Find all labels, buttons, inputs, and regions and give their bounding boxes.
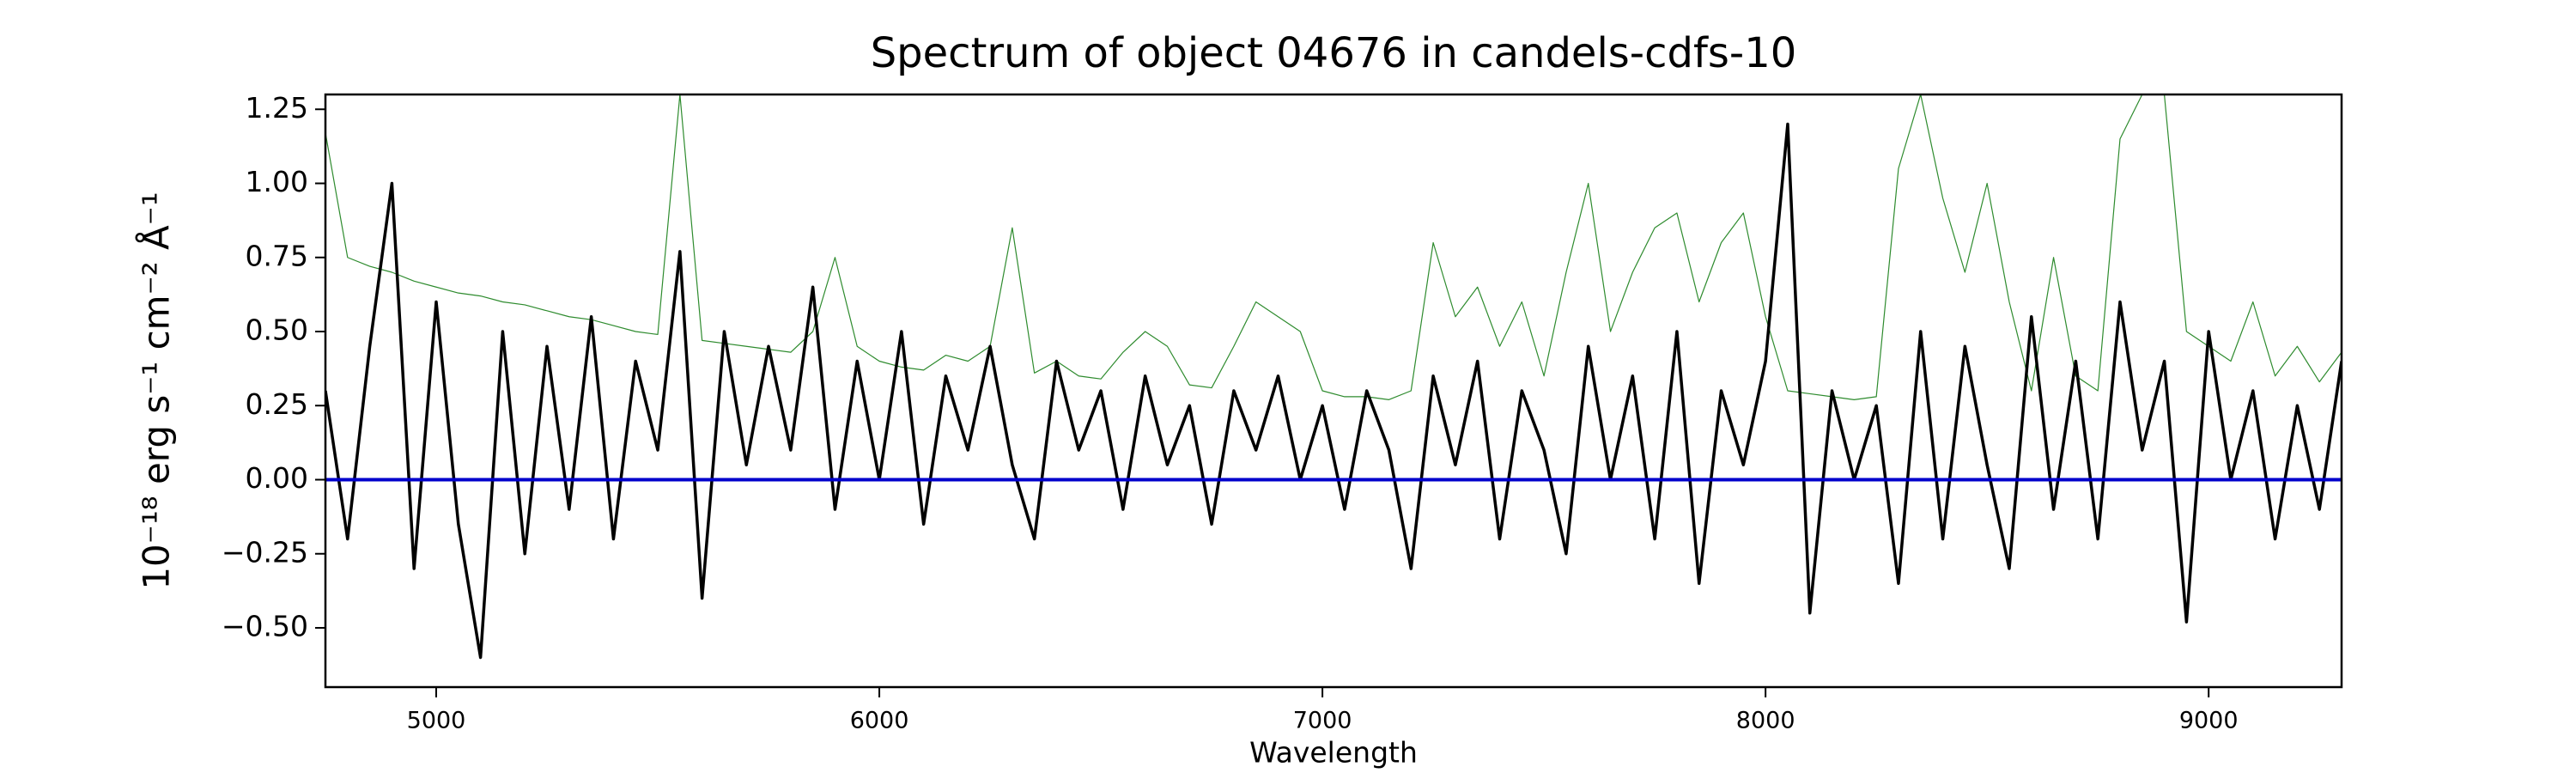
y-tick-label: −0.25 [222, 535, 308, 569]
plot-lines [325, 94, 2342, 660]
x-tick-label: 5000 [407, 708, 466, 734]
x-tick-label: 8000 [1736, 708, 1795, 734]
y-tick-label: −0.50 [222, 610, 308, 643]
y-axis-label: 10⁻¹⁸ erg s⁻¹ cm⁻² Å⁻¹ [135, 192, 178, 589]
y-tick-label: 0.50 [246, 313, 308, 347]
x-tick-label: 6000 [850, 708, 909, 734]
y-tick-label: 0.75 [246, 239, 308, 272]
x-tick-label: 9000 [2179, 708, 2239, 734]
y-tick-label: 1.00 [246, 165, 308, 198]
y-tick-label: 0.25 [246, 387, 308, 421]
x-axis-label: Wavelength [1249, 736, 1418, 770]
y-tick-label: 1.25 [246, 91, 308, 125]
spectrum-line [325, 122, 2342, 660]
y-tick-label: 0.00 [246, 461, 308, 495]
plot-frame [324, 93, 2343, 689]
spectrum-line [325, 94, 2342, 400]
x-tick-label: 7000 [1293, 708, 1352, 734]
chart-title: Spectrum of object 04676 in candels-cdfs… [871, 29, 1797, 77]
